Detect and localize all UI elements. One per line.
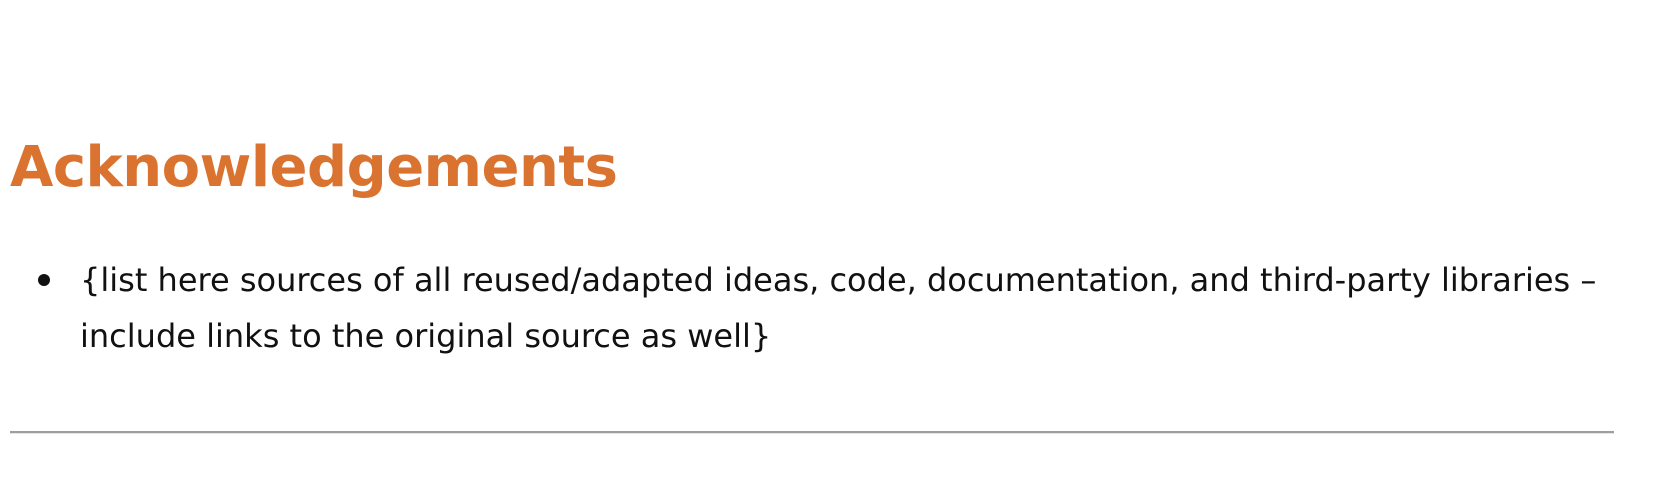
section-heading: Acknowledgements xyxy=(10,135,618,200)
horizontal-rule xyxy=(10,431,1614,434)
list-item-text: {list here sources of all reused/adapted… xyxy=(80,261,1597,355)
acknowledgements-list: {list here sources of all reused/adapted… xyxy=(0,252,1640,364)
bullet-icon xyxy=(38,274,50,286)
list-item: {list here sources of all reused/adapted… xyxy=(0,252,1620,364)
